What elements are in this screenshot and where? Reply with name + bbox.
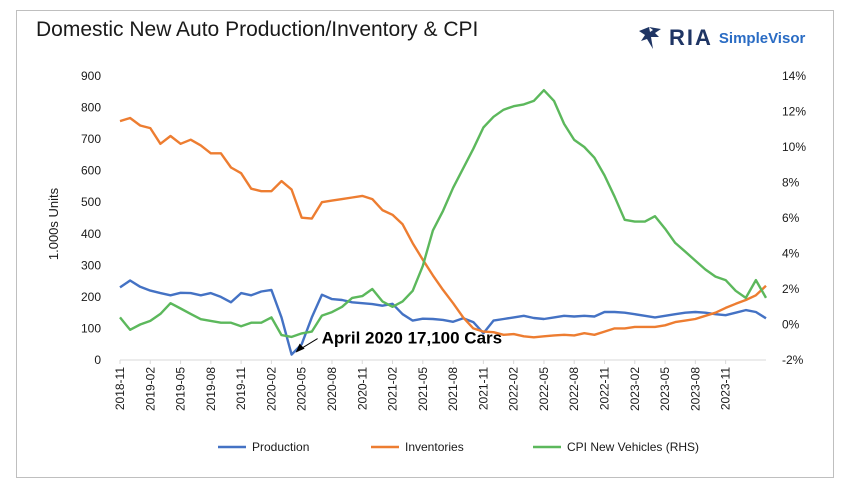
y2-tick-label: 4% — [782, 247, 800, 261]
x-tick-label: 2019-11 — [234, 367, 248, 410]
y-tick-label: 500 — [81, 195, 101, 209]
x-tick-label: 2020-05 — [295, 367, 309, 411]
y-tick-label: 700 — [81, 132, 101, 146]
annotation-layer: April 2020 17,100 Cars — [295, 329, 503, 353]
y-tick-label: 200 — [81, 290, 101, 304]
x-tick-label: 2019-08 — [204, 367, 218, 411]
y2-tick-label: 2% — [782, 282, 800, 296]
x-tick-label: 2020-08 — [325, 367, 339, 411]
y-axis-label: 1.000s Units — [46, 187, 61, 260]
y-tick-label: 900 — [81, 69, 101, 83]
chart-title: Domestic New Auto Production/Inventory &… — [36, 18, 479, 41]
y2-tick-label: 6% — [782, 211, 800, 225]
x-tick-label: 2022-02 — [507, 367, 521, 411]
y2-tick-label: 12% — [782, 105, 806, 119]
eagle-icon — [639, 27, 661, 49]
legend: Production Inventories CPI New Vehicles (R… — [218, 440, 699, 454]
x-tick-label: 2023-02 — [628, 367, 642, 411]
legend-label: Inventories — [405, 440, 464, 454]
series-line-inventories — [119, 116, 767, 339]
y2-tick-label: 8% — [782, 176, 800, 190]
y-tick-label: 600 — [81, 164, 101, 178]
y2-axis-ticks: -2% 0% 2% 4% 6% 8% 10% 12% 14% — [782, 69, 806, 367]
x-tick-label: 2022-11 — [598, 367, 612, 410]
series-layer — [119, 88, 768, 356]
y-tick-label: 0 — [94, 353, 101, 367]
legend-label: Production — [252, 440, 309, 454]
x-tick-label: 2020-02 — [264, 367, 278, 411]
y-axis-ticks: 0 100 200 300 400 500 600 700 800 900 — [81, 69, 101, 367]
x-tick-label: 2023-05 — [658, 367, 672, 411]
annotation-text: April 2020 17,100 Cars — [322, 329, 503, 348]
x-tick-label: 2021-11 — [476, 367, 490, 410]
y-tick-label: 800 — [81, 101, 101, 115]
x-tick-label: 2023-08 — [688, 367, 702, 411]
ria-logo: RIA SimpleVisor — [637, 24, 805, 52]
logo-text: RIA — [669, 25, 713, 50]
x-tick-label: 2021-05 — [416, 367, 430, 411]
y-tick-label: 300 — [81, 258, 101, 272]
x-tick-label: 2021-08 — [446, 367, 460, 411]
series-line-production — [119, 279, 767, 356]
x-tick-label: 2022-05 — [537, 367, 551, 411]
y-tick-label: 100 — [81, 321, 101, 335]
annotation-arrowhead — [295, 343, 305, 353]
x-tick-label: 2020-11 — [355, 367, 369, 410]
chart-frame — [16, 10, 834, 478]
y2-tick-label: -2% — [782, 353, 804, 367]
x-tick-label: 2019-02 — [143, 367, 157, 411]
x-tick-label: 2023-11 — [719, 367, 733, 410]
legend-label: CPI New Vehicles (RHS) — [567, 440, 699, 454]
x-tick-label: 2019-05 — [174, 367, 188, 411]
x-axis-ticks: 2018-11 2019-02 2019-05 2019-08 2019-11 2020-… — [113, 360, 733, 411]
x-tick-label: 2021-02 — [386, 367, 400, 411]
x-tick-label: 2022-08 — [567, 367, 581, 411]
y-tick-label: 400 — [81, 227, 101, 241]
y2-tick-label: 10% — [782, 140, 806, 154]
y2-tick-label: 14% — [782, 69, 806, 83]
x-tick-label: 2018-11 — [113, 367, 127, 410]
y2-tick-label: 0% — [782, 318, 800, 332]
series-line-cpi-new-vehicles-rhs — [119, 88, 768, 339]
logo-subtext: SimpleVisor — [718, 29, 806, 47]
